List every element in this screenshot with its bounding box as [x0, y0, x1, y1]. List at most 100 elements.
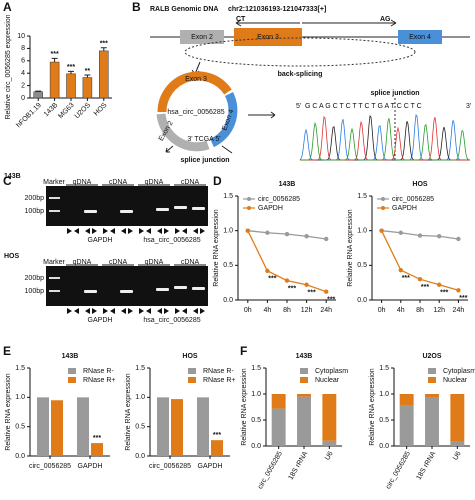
- gene-label: hsa_circ_0056285: [143, 237, 200, 244]
- point: [398, 267, 403, 273]
- primer-arrow: [85, 308, 97, 314]
- junction-label: splice junction: [180, 157, 229, 164]
- size-label: 100bp: [25, 288, 45, 295]
- seq-end: 5': [296, 103, 301, 110]
- bar: [77, 397, 89, 456]
- y-tick-label: 1.0: [357, 228, 367, 235]
- marker-band: [49, 277, 60, 279]
- legend-label: GAPDH: [258, 205, 283, 212]
- y-tick-label: 0.5: [223, 262, 233, 269]
- legend-swatch: [68, 377, 76, 383]
- significance: ***: [308, 290, 316, 297]
- gel-panel: 143B Marker 200bp 100bp gDNA cDNA gDNA cDNA GAPD…: [4, 173, 208, 324]
- primer-arrow: [193, 308, 205, 314]
- y-axis-label: Relative RNA expression: [5, 373, 12, 451]
- bar: [82, 77, 93, 99]
- legend-swatch: [188, 368, 196, 374]
- y-tick-label: 0.0: [135, 453, 145, 460]
- panel-letter: C: [3, 174, 12, 188]
- legend-label: circ_0056285: [392, 196, 434, 203]
- x-tick-label: hFOB1.19: [15, 102, 43, 130]
- bar-segment: [271, 408, 286, 446]
- bar: [99, 50, 109, 99]
- x-tick-label: U6: [324, 450, 335, 461]
- gel-band: [84, 290, 97, 293]
- significance: ***: [288, 285, 296, 292]
- x-tick-label: circ_0056285: [385, 450, 412, 490]
- circ-name: hsa_circ_0056285: [167, 109, 224, 116]
- bar-segment: [322, 440, 337, 446]
- bar-segment: [425, 394, 439, 398]
- bar-segment: [399, 394, 414, 406]
- point: [398, 230, 403, 235]
- significance: **: [85, 68, 91, 75]
- legend-swatch: [300, 368, 308, 374]
- legend-label: Nuclear: [315, 377, 340, 384]
- significance: ***: [402, 275, 410, 282]
- splice-site: AG: [380, 16, 391, 23]
- panel-letter: D: [213, 174, 222, 188]
- legend-label: RNase R+: [83, 377, 115, 384]
- error-bar: [100, 47, 107, 51]
- gel-band: [156, 288, 169, 291]
- back-splice-ellipse: [184, 37, 416, 67]
- sequence: G C A G C T C T T C T G A T C C T C: [305, 103, 422, 110]
- gel-band: [120, 210, 133, 213]
- significance: ***: [213, 432, 221, 439]
- primer-arrow: [121, 228, 133, 234]
- gel-title: HOS: [4, 253, 20, 260]
- x-tick-label: 4h: [264, 307, 272, 314]
- primer-arrow: [67, 228, 79, 234]
- gel-title: 143B: [4, 173, 21, 180]
- exon-label: Exon 3: [185, 76, 207, 83]
- x-tick-label: 12h: [433, 307, 445, 314]
- x-tick-label: MG63: [57, 102, 76, 121]
- legend-swatch: [428, 368, 436, 374]
- primer-arrow: [175, 228, 187, 234]
- y-tick-label: 1.5: [135, 365, 145, 372]
- chromatogram-trace: [300, 118, 471, 161]
- point: [456, 288, 461, 293]
- y-tick-label: 1.0: [223, 228, 233, 235]
- x-tick-label: 12h: [301, 307, 313, 314]
- bar-segment: [297, 394, 311, 397]
- bar: [157, 397, 169, 456]
- error-bar: [84, 74, 91, 78]
- circ-diagram: RALB Genomic DNA chr2:121036193-12104733…: [150, 6, 471, 164]
- gel-band: [84, 210, 97, 213]
- lane-label: cDNA: [181, 259, 200, 266]
- panel-letter: A: [3, 0, 12, 14]
- panel-letter: B: [132, 0, 141, 14]
- circ-arc: [157, 71, 232, 113]
- significance: ***: [327, 297, 335, 304]
- legend-swatch: [381, 197, 385, 201]
- y-axis-label: Relative RNA expression: [213, 209, 220, 287]
- lane-label: gDNA: [73, 179, 92, 186]
- point: [417, 277, 423, 282]
- x-tick-label: circ_0056285: [257, 450, 284, 490]
- gel-band: [174, 206, 187, 209]
- bar: [51, 400, 63, 456]
- y-tick-label: 1.0: [135, 394, 145, 401]
- y-tick-label: 1.5: [357, 193, 367, 200]
- y-tick-label: 0.0: [357, 297, 367, 304]
- legend-label: RNase R-: [203, 368, 234, 375]
- y-axis-label: Relative RNA expression: [347, 209, 354, 287]
- legend-label: GAPDH: [392, 205, 417, 212]
- bar-segment: [297, 396, 311, 446]
- x-tick-label: 0h: [244, 307, 252, 314]
- arrow: [165, 145, 233, 154]
- significance: ***: [459, 295, 467, 302]
- bar: [197, 397, 209, 456]
- bar-segment: [399, 405, 414, 446]
- exon-label: Exon 3: [257, 34, 279, 41]
- y-tick-label: 1.0: [379, 391, 389, 398]
- marker-band: [49, 197, 60, 199]
- circ-arc: [156, 113, 210, 152]
- bar-segment: [450, 394, 465, 442]
- back-splicing-label: back-splicing: [278, 71, 323, 78]
- gel-band: [156, 208, 169, 211]
- y-axis-label: Relative RNA expression: [125, 373, 132, 451]
- point: [265, 230, 270, 235]
- size-label: 200bp: [25, 195, 45, 202]
